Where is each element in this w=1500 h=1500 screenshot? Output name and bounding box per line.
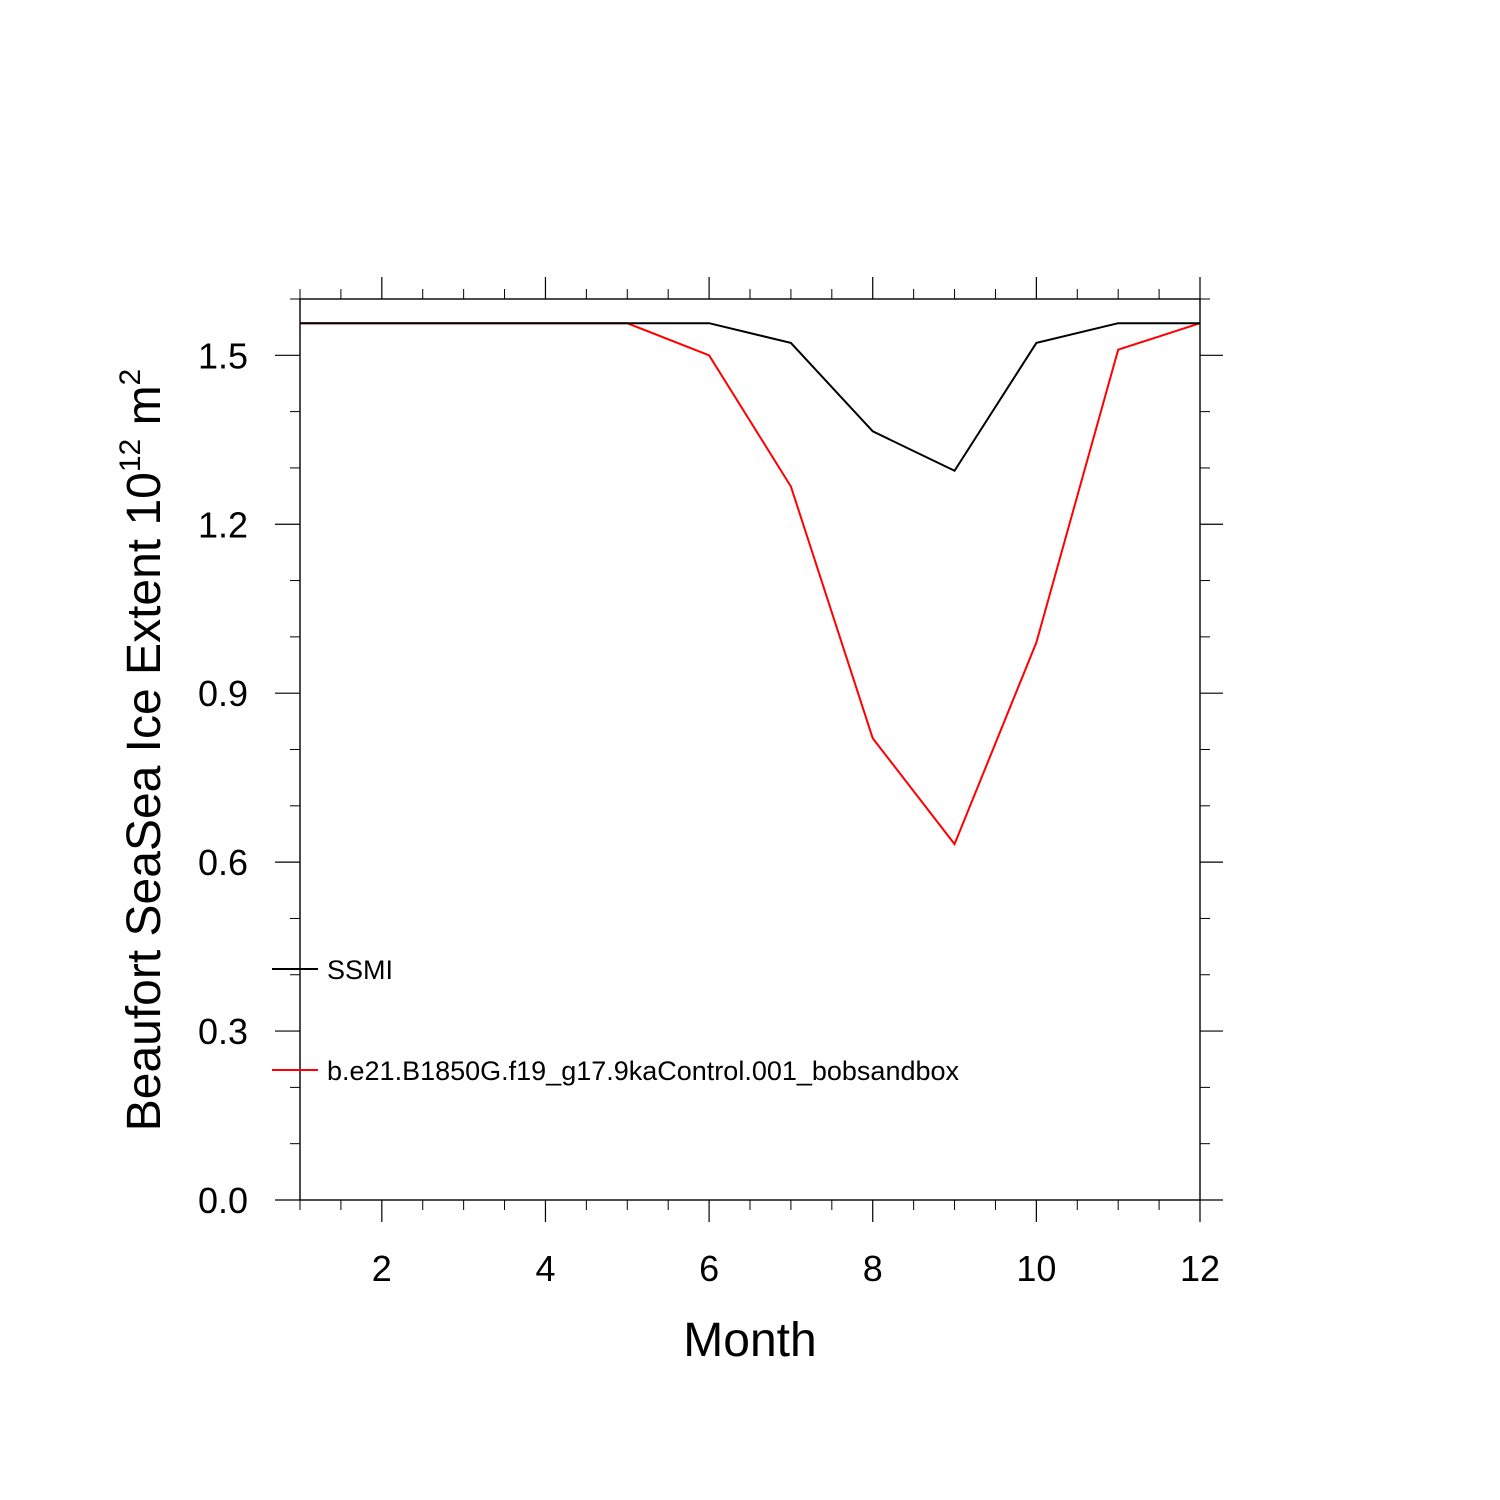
x-tick-label: 8 xyxy=(863,1248,883,1289)
series-line xyxy=(300,322,1201,847)
legend-label: b.e21.B1850G.f19_g17.9kaControl.001_bobs… xyxy=(327,1056,960,1086)
y-tick-label: 0.3 xyxy=(198,1011,248,1052)
y-tick-label: 1.2 xyxy=(198,504,248,545)
y-axis-title-unit-exponent: 2 xyxy=(114,369,147,386)
x-axis-title: Month xyxy=(683,1314,816,1367)
series-line xyxy=(300,322,1200,473)
y-axis-title: Beaufort SeaSea Ice Extent 1012 m2 xyxy=(114,369,171,1132)
x-tick-label: 10 xyxy=(1016,1248,1056,1289)
y-axis-title-text: Beaufort SeaSea Ice Extent 10 xyxy=(118,472,171,1131)
y-axis-title-exponent: 12 xyxy=(114,439,147,472)
y-axis-title-unit: m xyxy=(118,385,171,438)
legend-label: SSMI xyxy=(327,955,393,985)
x-tick-label: 4 xyxy=(535,1248,555,1289)
legend: SSMI b.e21.B1850G.f19_g17.9kaControl.001_… xyxy=(272,955,960,1086)
y-tick-label: 0.0 xyxy=(198,1180,248,1221)
y-tick-label: 0.9 xyxy=(198,673,248,714)
axis-ticks xyxy=(275,277,1223,1222)
tick-labels: 2 4 6 8 10 12 0.0 0.3 0.6 0.9 1.2 1.5 xyxy=(198,335,1220,1289)
x-tick-label: 2 xyxy=(372,1248,392,1289)
x-tick-label: 6 xyxy=(699,1248,719,1289)
x-tick-label: 12 xyxy=(1180,1248,1220,1289)
y-tick-label: 1.5 xyxy=(198,335,248,376)
y-tick-label: 0.6 xyxy=(198,842,248,883)
series-lines xyxy=(300,322,1201,847)
